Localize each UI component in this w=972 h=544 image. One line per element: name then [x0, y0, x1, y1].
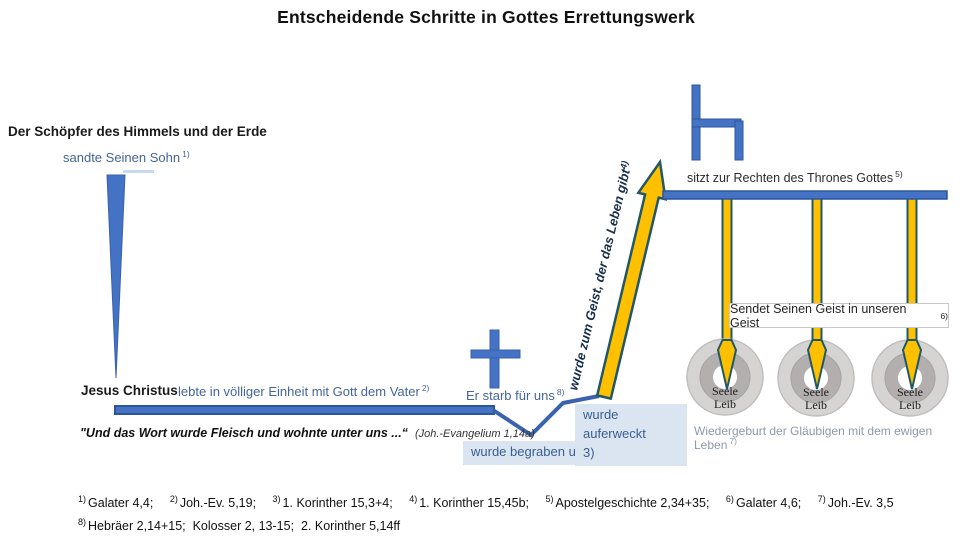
raised-highlight-box: wurde auferweckt 3) [575, 404, 687, 466]
cross-icon [489, 329, 500, 389]
grave-v-line [491, 394, 600, 438]
cross-icon [470, 349, 521, 359]
spirit-arrow-tip [806, 339, 828, 390]
ascension-arrow [595, 158, 668, 401]
footnote-marker: 8) [556, 386, 565, 397]
footnote: 6) Galater 4,6; [725, 493, 802, 510]
footnote-marker: 2) [421, 382, 430, 393]
earthly-life-bar [114, 405, 495, 415]
page-title: Entscheidende Schritte in Gottes Errettu… [277, 7, 695, 27]
quote-reference: (Joh.-Evangelium 1,14a) [414, 428, 535, 440]
sends-spirit-box: Sendet Seinen Geist in unseren Geist 6) [729, 301, 949, 330]
spirit-arrow-tip [901, 339, 923, 390]
footnote: 5) Apostelgeschichte 2,34+35; [545, 493, 710, 510]
body-label: Leib [899, 398, 921, 412]
sent-son-label: sandte Seinen Sohn 1) [63, 148, 190, 165]
footnote-marker: 1) [182, 148, 190, 159]
underline-decoration [123, 170, 154, 173]
footnote: 1) Galater 4,4; [78, 493, 154, 510]
died-for-us-label: Er starb für uns 8) [466, 386, 565, 403]
jesus-christus-label: Jesus Christus [81, 383, 178, 398]
footnote: 3) 1. Korinther 15,3+4; [272, 493, 393, 510]
footnote: 8) Hebräer 2,14+15; Kolosser 2, 13-15; 2.… [78, 516, 401, 533]
body-label: Leib [714, 397, 736, 411]
ascension-arrow-label: wurde zum Geist, der das Leben gibt4) [565, 160, 634, 392]
unity-label: lebte in völliger Einheit mit Gott dem V… [178, 382, 430, 399]
footnote-marker: 5) [895, 168, 903, 179]
footnotes-line-1: 1) Galater 4,4; 2) Joh.-Ev. 5,19; 3) 1. Kor… [78, 493, 958, 510]
heaven-bar [662, 190, 948, 200]
footnote: 7) Joh.-Ev. 3,5 [817, 493, 894, 510]
soul-label: Seele [712, 384, 738, 398]
body-label: Leib [805, 398, 827, 412]
buried-highlight-box: wurde begraben u. [463, 441, 588, 465]
word-became-flesh-quote: "Und das Wort wurde Fleisch und wohnte u… [80, 426, 535, 440]
spirit-arrow-tip [716, 339, 738, 390]
footnote: 4) 1. Korinther 15,45b; [409, 493, 529, 510]
soul-label: Seele [803, 385, 829, 399]
soul-label: Seele [897, 385, 923, 399]
creator-label: Der Schöpfer des Himmels und der Erde [8, 124, 267, 139]
rebirth-label: Wiedergeburt der Gläubigen mit dem ewige… [694, 424, 933, 452]
footnote-marker: 7) [729, 436, 737, 446]
footnote: 2) Joh.-Ev. 5,19; [169, 493, 257, 510]
throne-icon [691, 118, 742, 128]
descending-son-funnel-shape [106, 174, 126, 379]
throne-label: sitzt zur Rechten des Thrones Gottes 5) [687, 168, 903, 185]
throne-icon [734, 120, 744, 161]
footnotes-line-2: 8) Hebräer 2,14+15; Kolosser 2, 13-15; 2.… [78, 516, 958, 533]
